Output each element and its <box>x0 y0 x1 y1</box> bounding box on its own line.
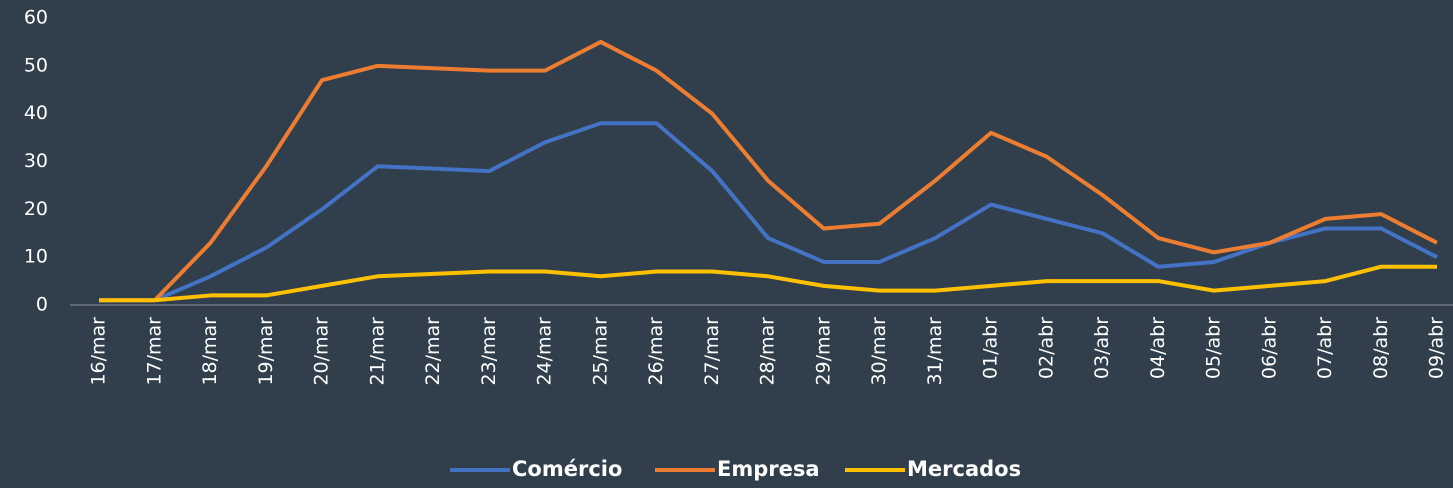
x-tick-label: 24/mar <box>534 317 556 386</box>
x-tick-label: 09/abr <box>1426 317 1448 379</box>
y-tick-label: 60 <box>24 7 48 29</box>
y-tick-label: 30 <box>24 150 48 172</box>
x-tick-label: 26/mar <box>645 317 667 386</box>
x-tick-label: 19/mar <box>255 317 277 386</box>
x-tick-label: 30/mar <box>868 317 890 386</box>
x-tick-label: 17/mar <box>143 317 165 386</box>
series-line <box>99 264 1437 303</box>
x-tick-label: 06/abr <box>1258 317 1280 379</box>
x-tick-label: 22/mar <box>422 317 444 386</box>
legend-label: Comércio <box>512 457 622 481</box>
x-tick-label: 08/abr <box>1370 317 1392 379</box>
x-tick-label: 20/mar <box>311 317 333 386</box>
y-tick-label: 20 <box>24 198 48 220</box>
x-tick-label: 21/mar <box>366 317 388 386</box>
series-line <box>99 121 1438 303</box>
x-tick-label: 04/abr <box>1147 317 1169 379</box>
y-tick-label: 40 <box>24 102 48 124</box>
x-tick-label: 02/abr <box>1035 317 1057 379</box>
x-tick-label: 23/mar <box>478 317 500 386</box>
series-line <box>99 39 1438 303</box>
x-tick-label: 05/abr <box>1203 317 1225 379</box>
x-tick-label: 25/mar <box>589 317 611 386</box>
x-tick-label: 03/abr <box>1091 317 1113 379</box>
x-tick-label: 29/mar <box>812 317 834 386</box>
x-tick-label: 16/mar <box>88 317 110 386</box>
legend-label: Empresa <box>717 457 820 481</box>
y-tick-label: 10 <box>24 246 48 268</box>
x-tick-label: 07/abr <box>1314 317 1336 379</box>
x-tick-label: 28/mar <box>757 317 779 386</box>
x-tick-label: 27/mar <box>701 317 723 386</box>
x-tick-label: 18/mar <box>199 317 221 386</box>
x-tick-label: 31/mar <box>924 317 946 386</box>
x-tick-label: 01/abr <box>980 317 1002 379</box>
legend-label: Mercados <box>907 457 1021 481</box>
y-tick-label: 50 <box>24 54 48 76</box>
legend: Comércio Empresa Mercados <box>450 457 1021 481</box>
y-tick-label: 0 <box>36 294 48 316</box>
